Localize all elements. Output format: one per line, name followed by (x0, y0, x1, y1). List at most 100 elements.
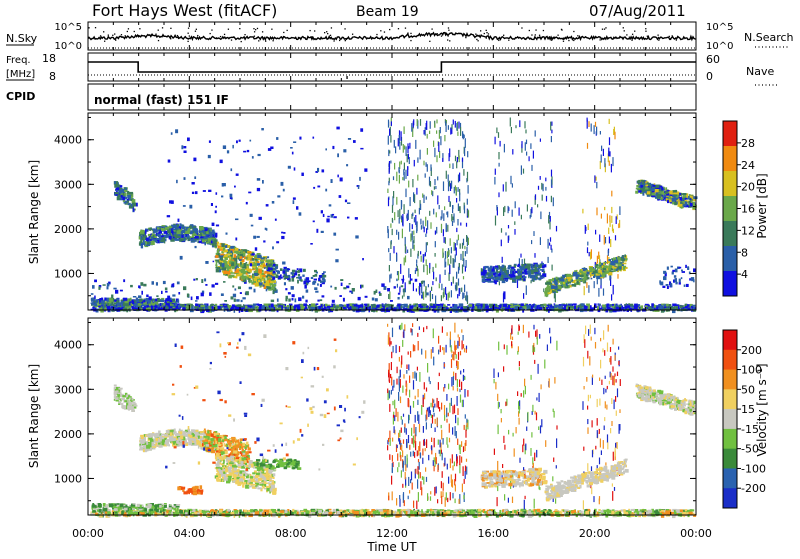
data-cell (584, 305, 586, 309)
data-cell (162, 237, 165, 241)
data-cell (284, 274, 286, 278)
data-cell (483, 270, 487, 274)
data-cell (95, 299, 98, 303)
data-cell (500, 141, 501, 147)
data-cell (678, 307, 680, 310)
data-cell (405, 244, 406, 253)
data-cell (257, 255, 261, 258)
data-cell (292, 294, 295, 297)
data-cell (529, 156, 530, 161)
data-cell (531, 305, 533, 307)
data-cell (598, 288, 599, 297)
data-cell (242, 259, 245, 262)
data-cell (404, 145, 405, 149)
data-cell (230, 272, 234, 274)
nsky-point (445, 34, 446, 35)
data-cell (250, 214, 253, 217)
data-cell (398, 293, 400, 295)
data-cell (215, 304, 217, 306)
data-cell (254, 271, 258, 273)
data-cell (605, 271, 609, 274)
nsky-point (121, 37, 122, 38)
data-cell (634, 306, 638, 310)
data-cell (396, 230, 397, 235)
data-cell (445, 255, 446, 259)
data-cell (404, 204, 405, 214)
data-cell (429, 211, 430, 216)
data-cell (525, 130, 526, 134)
data-cell (494, 177, 495, 185)
data-cell (555, 293, 556, 302)
data-cell (141, 245, 143, 249)
nsky-point (283, 37, 284, 38)
data-cell (419, 286, 420, 295)
data-cell (230, 194, 233, 198)
nsky-panel: N.Sky 10^5 10^0 10^5 10^0 N.Search (6, 22, 794, 52)
data-cell (598, 267, 602, 269)
data-cell (448, 250, 449, 256)
data-cell (453, 217, 454, 221)
data-cell (297, 280, 299, 284)
nsky-tick-top: 10^5 (55, 22, 82, 33)
data-cell (192, 182, 195, 185)
data-cell (181, 231, 183, 234)
data-cell (580, 269, 582, 273)
data-cell (624, 304, 626, 306)
nsky-point (410, 33, 411, 34)
nsky-point (298, 37, 299, 38)
data-cell (325, 189, 327, 192)
data-cell (596, 177, 597, 181)
data-cell (195, 246, 197, 248)
data-cell (326, 218, 329, 222)
data-cell (540, 176, 541, 180)
data-cell (184, 235, 186, 237)
data-cell (426, 123, 427, 129)
data-cell (512, 149, 513, 154)
data-cell (133, 209, 135, 212)
data-cell (227, 266, 231, 269)
data-cell (257, 178, 260, 181)
data-cell (229, 257, 231, 260)
data-cell (449, 202, 450, 207)
data-cell (398, 232, 399, 240)
nsky-point (503, 35, 504, 36)
nsky-point (557, 35, 558, 36)
data-cell (293, 200, 295, 204)
data-cell (188, 238, 190, 241)
data-cell (130, 285, 133, 287)
data-cell (413, 192, 414, 202)
data-cell (246, 257, 248, 260)
data-cell (263, 240, 265, 242)
data-cell (224, 257, 227, 260)
nsearch-tick-top: 10^5 (706, 22, 733, 33)
station-title: Fort Hays West (fitACF) (92, 1, 277, 20)
data-cell (535, 130, 536, 136)
nsky-point (600, 37, 601, 38)
data-cell (401, 201, 402, 207)
data-cell (425, 252, 426, 256)
data-cell (512, 210, 513, 217)
data-cell (482, 276, 484, 279)
data-cell (285, 288, 287, 290)
data-cell (200, 234, 202, 236)
data-cell (251, 225, 254, 227)
data-cell (440, 127, 441, 133)
data-cell (578, 307, 580, 310)
data-cell (453, 264, 454, 268)
data-cell (533, 151, 534, 159)
data-cell (435, 296, 436, 306)
data-cell (423, 195, 424, 203)
nsky-point (228, 29, 229, 30)
data-cell (438, 142, 439, 152)
data-cell (437, 176, 438, 180)
data-cell (235, 248, 239, 251)
data-cell (685, 198, 687, 200)
data-cell (504, 271, 507, 273)
data-cell (651, 303, 654, 306)
data-cell (642, 182, 644, 185)
nsky-point (88, 27, 89, 28)
data-cell (234, 299, 236, 302)
data-cell (213, 261, 215, 263)
data-cell (179, 239, 182, 242)
data-cell (601, 275, 605, 278)
